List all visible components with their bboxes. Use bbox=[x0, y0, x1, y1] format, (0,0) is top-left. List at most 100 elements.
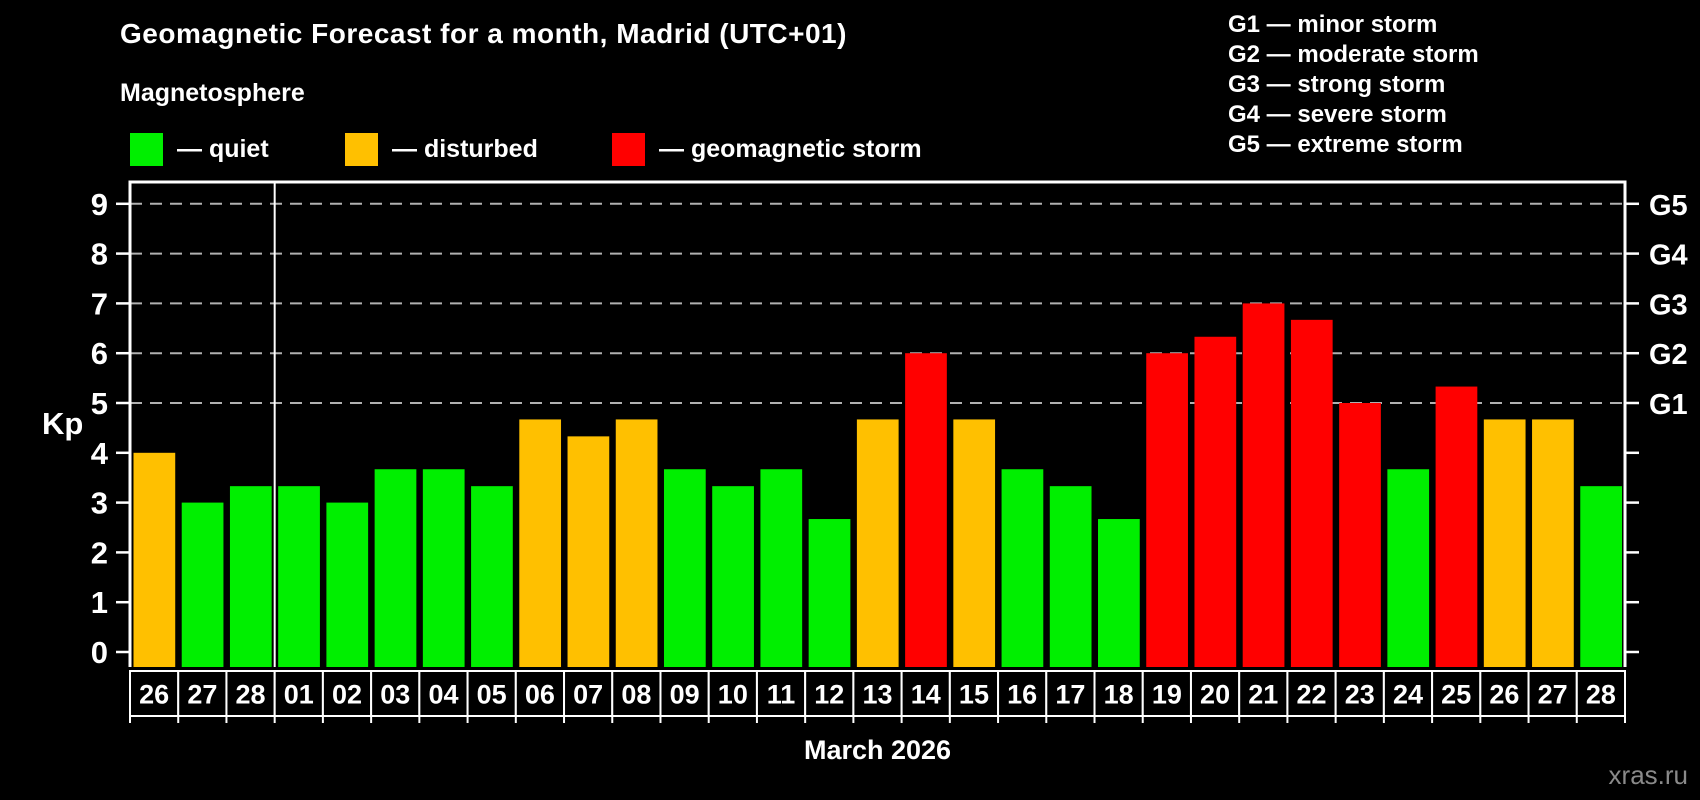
x-axis-day-label: 22 bbox=[1297, 680, 1327, 710]
legend-item-quiet: — quiet bbox=[130, 132, 269, 166]
x-axis-day-label: 13 bbox=[862, 680, 892, 710]
legend-label-storm: — geomagnetic storm bbox=[659, 134, 922, 163]
g5-legend-line: G5 — extreme storm bbox=[1228, 131, 1463, 158]
y-tick-label-4: 4 bbox=[91, 436, 109, 471]
x-axis-day-label: 09 bbox=[670, 680, 700, 710]
kp-bar-09 bbox=[663, 469, 706, 667]
kp-bar-11 bbox=[760, 469, 803, 667]
kp-bar-12 bbox=[808, 519, 851, 667]
y-tick-label-7: 7 bbox=[91, 286, 108, 321]
kp-bar-28 bbox=[229, 486, 272, 667]
x-axis-day-label: 06 bbox=[525, 680, 555, 710]
x-axis-day-box bbox=[707, 670, 758, 717]
x-axis-day-label: 10 bbox=[718, 680, 748, 710]
kp-bar-10 bbox=[712, 486, 754, 667]
x-axis-day-label: 23 bbox=[1345, 680, 1375, 710]
y-tick-label-5: 5 bbox=[91, 386, 108, 421]
kp-bar-06 bbox=[519, 419, 562, 667]
x-axis-day-label: 15 bbox=[959, 680, 989, 710]
kp-bar-28 bbox=[1580, 486, 1622, 667]
x-axis-day-label: 03 bbox=[380, 680, 410, 710]
g3-legend-line: G3 — strong storm bbox=[1228, 71, 1446, 98]
x-axis-day-box bbox=[659, 670, 710, 717]
x-axis-day-box bbox=[273, 670, 324, 717]
x-axis-day-label: 28 bbox=[236, 680, 266, 710]
kp-bar-26 bbox=[1483, 419, 1526, 667]
kp-bar-15 bbox=[953, 419, 996, 667]
legend-item-disturbed: — disturbed bbox=[345, 132, 538, 166]
quiet-color-swatch bbox=[130, 132, 163, 166]
kp-bar-03 bbox=[374, 469, 417, 667]
y-tick-label-8: 8 bbox=[91, 237, 108, 272]
y-tick-label-9: 9 bbox=[91, 187, 108, 222]
kp-bar-24 bbox=[1387, 469, 1430, 667]
x-axis-day-box bbox=[1527, 670, 1578, 717]
g4-legend-line: G4 — severe storm bbox=[1228, 101, 1447, 128]
page-title: Geomagnetic Forecast for a month, Madrid… bbox=[120, 18, 847, 49]
x-axis-day-box bbox=[611, 670, 662, 717]
right-axis-label-g1: G1 bbox=[1649, 389, 1688, 421]
x-axis-day-box bbox=[1575, 670, 1626, 717]
g2-legend-line: G2 — moderate storm bbox=[1228, 41, 1479, 68]
x-axis-day-label: 16 bbox=[1007, 680, 1037, 710]
kp-bar-13 bbox=[856, 419, 899, 667]
kp-bar-25 bbox=[1435, 386, 1478, 667]
kp-bar-14 bbox=[905, 353, 947, 667]
kp-bar-05 bbox=[471, 486, 513, 667]
legend-label-quiet: — quiet bbox=[177, 134, 269, 163]
x-axis-day-box bbox=[1334, 670, 1385, 717]
x-axis-day-box bbox=[1479, 670, 1530, 717]
kp-bar-17 bbox=[1049, 486, 1092, 667]
kp-bar-27 bbox=[181, 502, 224, 667]
y-tick-label-1: 1 bbox=[91, 585, 108, 620]
kp-bar-27 bbox=[1532, 419, 1574, 667]
x-axis-day-box bbox=[225, 670, 276, 717]
kp-bar-16 bbox=[1001, 469, 1044, 667]
x-axis-day-label: 27 bbox=[187, 680, 217, 710]
x-axis-day-label: 08 bbox=[621, 680, 651, 710]
x-axis-day-box bbox=[948, 670, 1000, 717]
x-axis-day-box bbox=[321, 670, 373, 717]
kp-bar-23 bbox=[1339, 403, 1381, 667]
x-axis-day-box bbox=[1382, 670, 1434, 717]
x-axis-title: March 2026 bbox=[803, 735, 952, 765]
x-axis-day-label: 14 bbox=[911, 680, 941, 710]
x-axis-day-label: 28 bbox=[1586, 680, 1616, 710]
x-axis-day-box bbox=[514, 670, 566, 717]
g-scale-legend: G1 — minor storm G2 — moderate storm G3 … bbox=[1228, 10, 1479, 160]
x-axis-day-label: 01 bbox=[284, 680, 314, 710]
storm-color-swatch bbox=[612, 132, 645, 166]
x-axis-day-box bbox=[1141, 670, 1192, 717]
disturbed-color-swatch bbox=[345, 132, 378, 166]
x-axis-day-label: 26 bbox=[139, 680, 169, 710]
x-axis-day-label: 20 bbox=[1200, 680, 1230, 710]
x-axis-day-label: 05 bbox=[477, 680, 507, 710]
x-axis-day-label: 04 bbox=[428, 680, 458, 710]
kp-bar-26 bbox=[133, 452, 176, 667]
y-tick-label-0: 0 bbox=[91, 635, 108, 670]
magnetosphere-label: Magnetosphere bbox=[120, 79, 305, 107]
kp-bar-20 bbox=[1194, 336, 1237, 667]
x-axis-day-label: 26 bbox=[1489, 680, 1519, 710]
kp-bar-02 bbox=[326, 502, 369, 667]
x-axis-day-label: 18 bbox=[1104, 680, 1134, 710]
y-tick-label-2: 2 bbox=[91, 535, 108, 570]
watermark: xras.ru bbox=[1608, 760, 1688, 790]
x-axis-day-label: 19 bbox=[1152, 680, 1182, 710]
kp-bar-04 bbox=[422, 469, 465, 667]
kp-bar-21 bbox=[1242, 303, 1285, 667]
kp-bar-18 bbox=[1098, 519, 1140, 667]
x-axis-day-box bbox=[129, 670, 180, 717]
x-axis-day-label: 07 bbox=[573, 680, 603, 710]
y-axis-title: Kp bbox=[42, 406, 84, 441]
x-axis-day-box bbox=[177, 670, 228, 717]
y-tick-label-3: 3 bbox=[91, 486, 108, 521]
legend-label-disturbed: — disturbed bbox=[392, 134, 538, 163]
y-tick-label-6: 6 bbox=[91, 336, 108, 371]
x-axis-day-label: 02 bbox=[332, 680, 362, 710]
plot-border bbox=[128, 180, 1627, 667]
x-axis-day-box bbox=[563, 670, 614, 717]
legend-item-storm: — geomagnetic storm bbox=[612, 132, 922, 166]
x-axis-day-label: 17 bbox=[1055, 680, 1085, 710]
